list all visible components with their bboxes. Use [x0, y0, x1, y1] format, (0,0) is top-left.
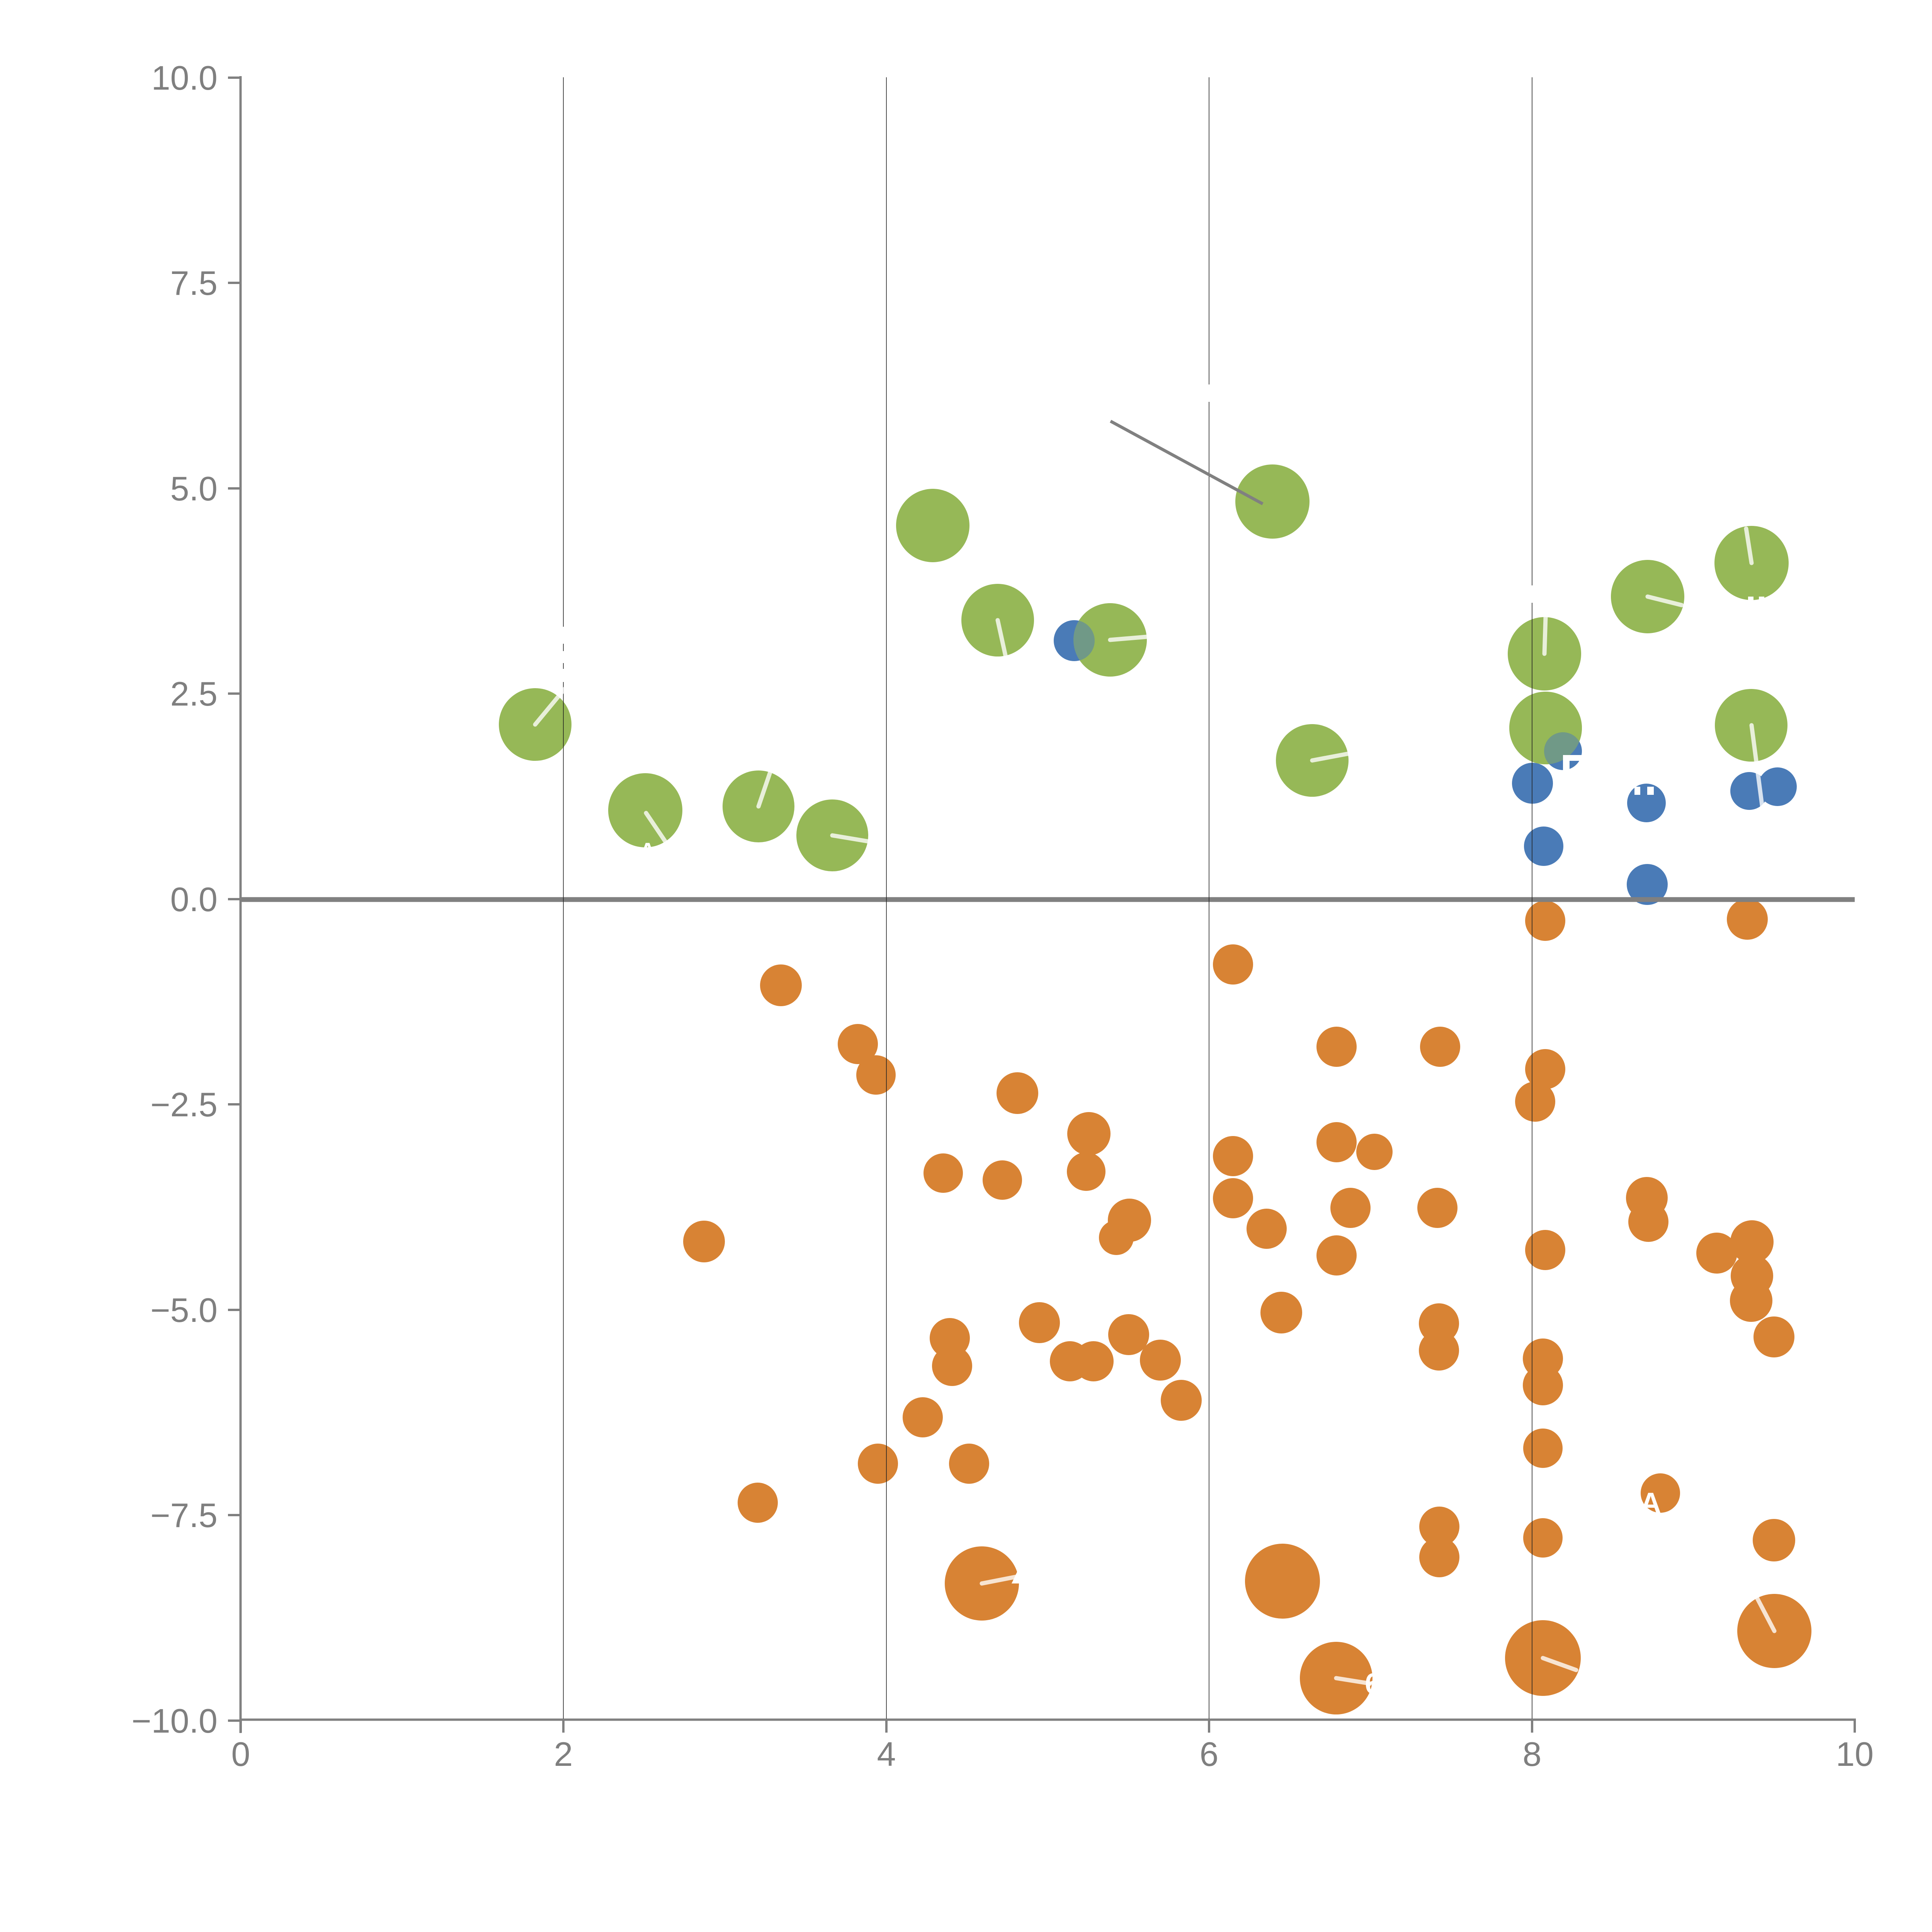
svg-text:−5.0: −5.0	[150, 1291, 218, 1329]
svg-text:0.0: 0.0	[170, 880, 218, 918]
svg-text:0: 0	[231, 1735, 250, 1773]
svg-text:6: 6	[1200, 1735, 1219, 1773]
svg-text:7.5: 7.5	[170, 264, 218, 302]
svg-text:−7.5: −7.5	[150, 1496, 218, 1534]
svg-text:10.0: 10.0	[151, 59, 218, 97]
svg-text:6: 6	[1365, 1667, 1381, 1700]
svg-text:2: 2	[554, 1735, 573, 1773]
svg-text:−2.5: −2.5	[150, 1085, 218, 1124]
svg-text:A: A	[639, 838, 656, 864]
svg-text:4: 4	[877, 1735, 896, 1773]
svg-text:2.5: 2.5	[170, 675, 218, 713]
svg-text:−10.0: −10.0	[131, 1702, 218, 1740]
svg-text:5.0: 5.0	[170, 469, 218, 508]
svg-text:10: 10	[1836, 1735, 1874, 1773]
svg-text:8: 8	[1523, 1735, 1542, 1773]
svg-text:A: A	[1640, 1486, 1661, 1519]
